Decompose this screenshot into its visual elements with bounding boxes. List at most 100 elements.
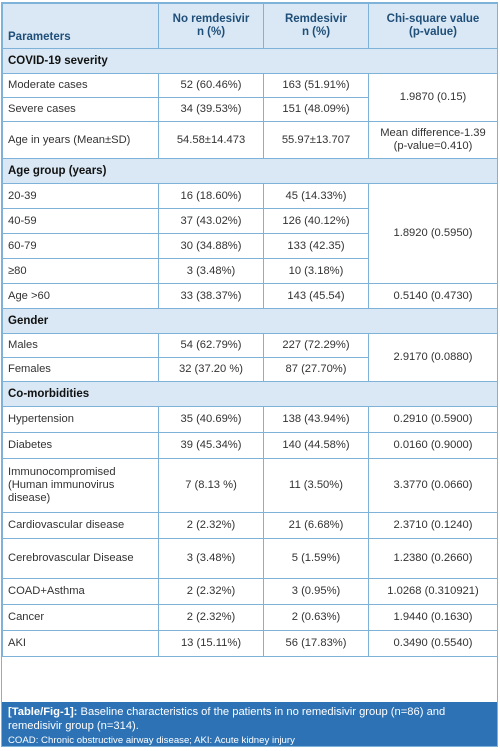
cell-no-remdesivir: 30 (34.88%) (158, 233, 264, 259)
row-label: Hypertension (2, 406, 159, 433)
cell-chi-square: 2.9170 (0.0880) (368, 333, 497, 382)
row-label: COAD+Asthma (2, 578, 159, 605)
header-parameters: Parameters (2, 3, 159, 49)
cell-no-remdesivir: 13 (15.11%) (158, 630, 264, 657)
caption-text: Baseline characteristics of the patients… (8, 706, 446, 732)
cell-remdesivir: 87 (27.70%) (263, 357, 369, 382)
header-no-remdesivir-line2: n (%) (196, 26, 226, 38)
row-label: Severe cases (2, 97, 159, 122)
cell-chi-square: 1.8920 (0.5950) (368, 183, 497, 284)
row-label: 40-59 (2, 208, 159, 234)
table-row: Moderate cases 52 (60.46%) 163 (51.91%) … (2, 73, 497, 122)
table-row: Cardiovascular disease 2 (2.32%) 21 (6.6… (2, 512, 497, 539)
table-row: Diabetes 39 (45.34%) 140 (44.58%) 0.0160… (2, 432, 497, 459)
row-label: 20-39 (2, 183, 159, 209)
cell-remdesivir: 11 (3.50%) (263, 458, 369, 513)
header-no-remdesivir-line1: No remdesivir (172, 13, 250, 25)
caption-abbreviations: COAD: Chronic obstructive airway disease… (8, 735, 295, 746)
header-remdesivir-line1: Remdesivir (284, 13, 347, 25)
cell-no-remdesivir: 3 (3.48%) (158, 258, 264, 284)
table-row: Immunocompromised (Human immunovirus dis… (2, 458, 497, 513)
row-label: Cardiovascular disease (2, 512, 159, 539)
section-row: Age group (years) (2, 158, 497, 184)
table-row: Hypertension 35 (40.69%) 138 (43.94%) 0.… (2, 406, 497, 433)
cell-no-remdesivir: 39 (45.34%) (158, 432, 264, 459)
row-label: 60-79 (2, 233, 159, 259)
cell-chi-square: 0.5140 (0.4730) (368, 283, 497, 309)
cell-remdesivir: 56 (17.83%) (263, 630, 369, 657)
header-remdesivir-line2: n (%) (301, 26, 331, 38)
cell-remdesivir: 227 (72.29%) (263, 333, 369, 358)
row-label: Males (2, 333, 159, 358)
cell-chi-square: 1.2380 (0.2660) (368, 538, 497, 579)
cell-no-remdesivir: 37 (43.02%) (158, 208, 264, 234)
cell-remdesivir: 126 (40.12%) (263, 208, 369, 234)
cell-chi-square: 0.3490 (0.5540) (368, 630, 497, 657)
cell-no-remdesivir: 34 (39.53%) (158, 97, 264, 122)
row-label: AKI (2, 630, 159, 657)
header-remdesivir: Remdesivir n (%) (263, 3, 369, 49)
cell-no-remdesivir: 3 (3.48%) (158, 538, 264, 579)
cell-no-remdesivir: 2 (2.32%) (158, 512, 264, 539)
header-chi-square: Chi-square value (p-value) (368, 3, 497, 49)
cell-remdesivir: 143 (45.54) (263, 283, 369, 309)
cell-chi-square: 1.0268 (0.310921) (368, 578, 497, 605)
section-covid-severity: COVID-19 severity (2, 48, 497, 74)
cell-remdesivir: 21 (6.68%) (263, 512, 369, 539)
row-label: Cerebrovascular Disease (2, 538, 159, 579)
cell-no-remdesivir: 54 (62.79%) (158, 333, 264, 358)
table-row: ≥80 3 (3.48%) 10 (3.18%) (2, 258, 498, 284)
caption-tag: [Table/Fig-1]: (8, 706, 78, 718)
cell-chi-square: 3.3770 (0.0660) (368, 458, 497, 513)
table-row: Age >60 33 (38.37%) 143 (45.54) 0.5140 (… (2, 283, 497, 309)
cell-remdesivir: 138 (43.94%) (263, 406, 369, 433)
cell-chi-square: 0.2910 (0.5900) (368, 406, 497, 433)
cell-chi-square: 2.3710 (0.1240) (368, 512, 497, 539)
cell-chi-square: Mean difference-1.39 (p-value=0.410) (368, 121, 497, 159)
row-label: Age in years (Mean±SD) (2, 121, 159, 159)
cell-no-remdesivir: 32 (37.20 %) (158, 357, 264, 382)
cell-no-remdesivir: 33 (38.37%) (158, 283, 264, 309)
cell-no-remdesivir: 54.58±14.473 (158, 121, 264, 159)
cell-no-remdesivir: 35 (40.69%) (158, 406, 264, 433)
row-label: Cancer (2, 604, 159, 631)
table-row: COAD+Asthma 2 (2.32%) 3 (0.95%) 1.0268 (… (2, 578, 497, 605)
table-row: 40-59 37 (43.02%) 126 (40.12%) (2, 208, 498, 234)
row-label: Age >60 (2, 283, 159, 309)
section-row: COVID-19 severity (2, 48, 497, 74)
cell-remdesivir: 10 (3.18%) (263, 258, 369, 284)
header-no-remdesivir: No remdesivir n (%) (158, 3, 264, 49)
table-row: Severe cases 34 (39.53%) 151 (48.09%) (2, 97, 498, 122)
cell-remdesivir: 133 (42.35) (263, 233, 369, 259)
row-label: Diabetes (2, 432, 159, 459)
cell-no-remdesivir: 16 (18.60%) (158, 183, 264, 209)
row-label: Immunocompromised (Human immunovirus dis… (2, 458, 159, 513)
cell-no-remdesivir: 7 (8.13 %) (158, 458, 264, 513)
table-row: AKI 13 (15.11%) 56 (17.83%) 0.3490 (0.55… (2, 630, 497, 657)
table-row: Cancer 2 (2.32%) 2 (0.63%) 1.9440 (0.163… (2, 604, 497, 631)
section-row: Co-morbidities (2, 381, 497, 407)
header-chi-square-line1: Chi-square value (386, 13, 480, 25)
section-comorbidities: Co-morbidities (2, 381, 497, 407)
cell-remdesivir: 151 (48.09%) (263, 97, 369, 122)
table-caption: [Table/Fig-1]: Baseline characteristics … (2, 702, 497, 746)
cell-no-remdesivir: 52 (60.46%) (158, 73, 264, 98)
cell-chi-square: 1.9440 (0.1630) (368, 604, 497, 631)
table-row: 60-79 30 (34.88%) 133 (42.35) (2, 233, 498, 259)
section-age-group: Age group (years) (2, 158, 497, 184)
cell-remdesivir: 163 (51.91%) (263, 73, 369, 98)
baseline-table: Parameters No remdesivir n (%) Remdesivir… (2, 3, 498, 657)
cell-remdesivir: 55.97±13.707 (263, 121, 369, 159)
cell-remdesivir: 2 (0.63%) (263, 604, 369, 631)
cell-remdesivir: 5 (1.59%) (263, 538, 369, 579)
cell-remdesivir: 3 (0.95%) (263, 578, 369, 605)
section-row: Gender (2, 308, 497, 334)
table-row: 20-39 16 (18.60%) 45 (14.33%) 1.8920 (0.… (2, 183, 497, 284)
cell-no-remdesivir: 2 (2.32%) (158, 578, 264, 605)
section-gender: Gender (2, 308, 497, 334)
table-row: Cerebrovascular Disease 3 (3.48%) 5 (1.5… (2, 538, 497, 579)
cell-chi-square: 0.0160 (0.9000) (368, 432, 497, 459)
cell-remdesivir: 45 (14.33%) (263, 183, 369, 209)
table-header-row: Parameters No remdesivir n (%) Remdesivir… (2, 3, 497, 49)
